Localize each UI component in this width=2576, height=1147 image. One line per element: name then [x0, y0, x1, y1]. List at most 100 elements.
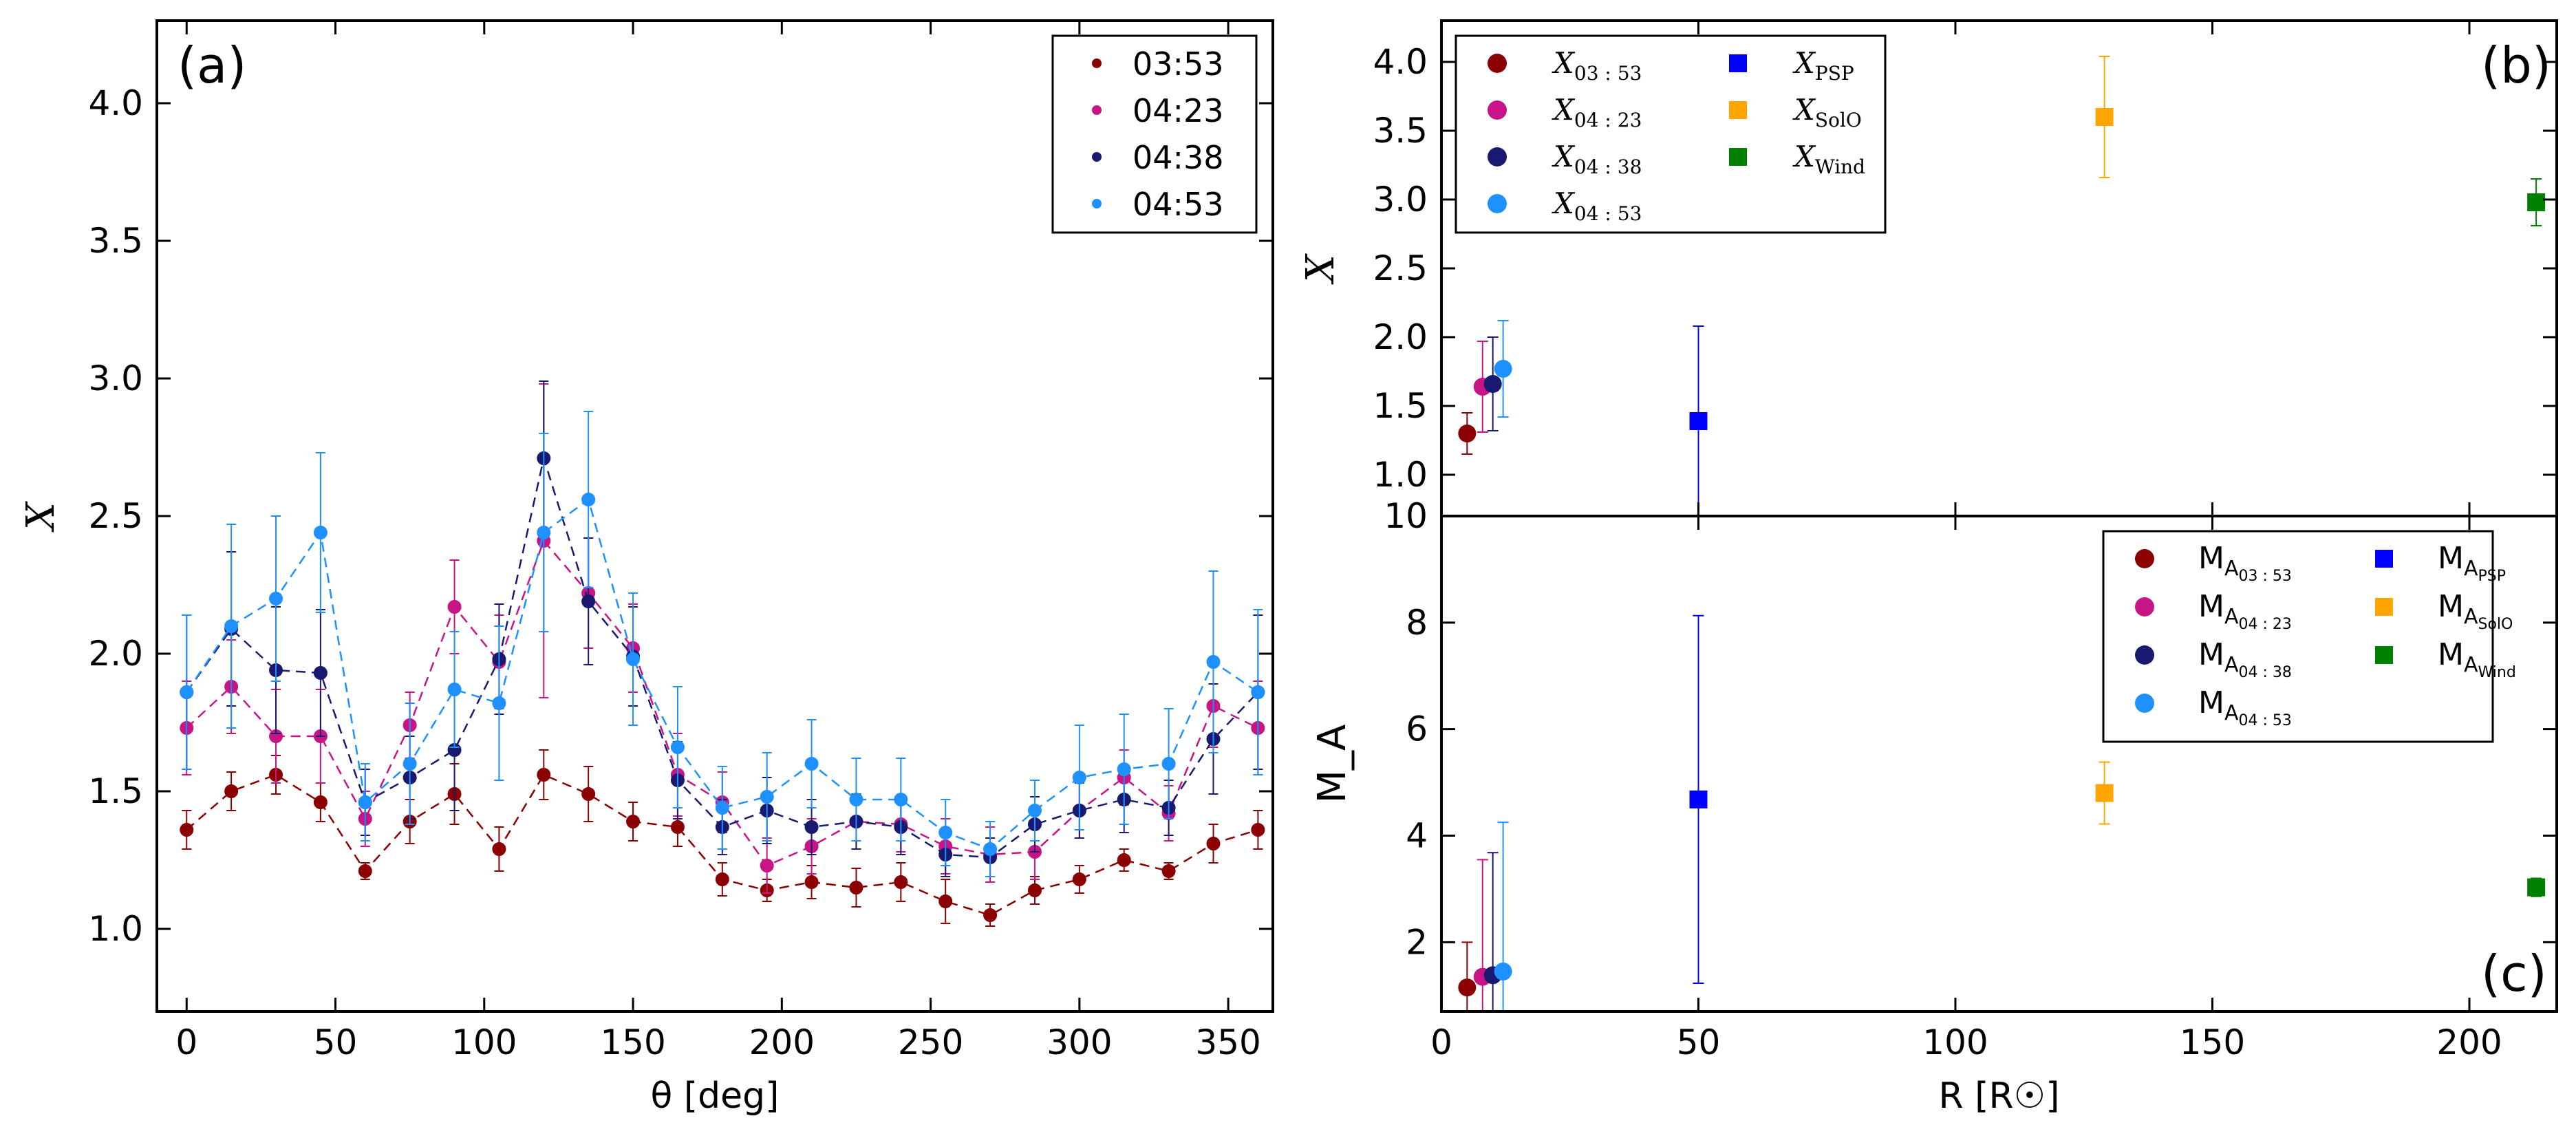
- legend-label-base: M: [2438, 589, 2464, 624]
- data-point: [224, 619, 239, 633]
- data-point: [1117, 853, 1131, 867]
- data-point: [938, 894, 953, 908]
- panel-a-ticks: 0 50 100 150 200 250 300 350 1.0 1.5 2.0 2.5 3.0 3.5 4…: [88, 21, 1273, 1062]
- data-point: [760, 790, 774, 804]
- legend-label: 03:53: [1133, 45, 1224, 83]
- legend-marker: [1488, 194, 1507, 213]
- y-tick-label: 3.5: [88, 221, 143, 261]
- legend-label: MAWind: [2438, 637, 2516, 681]
- legend: 03:53 04:23 04:38 04:53: [1051, 34, 1258, 234]
- data-point: [1206, 837, 1221, 850]
- data-point: [180, 685, 194, 699]
- legend-marker: [1092, 105, 1102, 115]
- y-tick-label: 2.5: [1373, 248, 1428, 288]
- data-point: [1483, 375, 1502, 393]
- data-point: [983, 908, 998, 922]
- legend-marker: [2135, 645, 2154, 665]
- data-point: [2095, 784, 2114, 802]
- series-0353: [180, 749, 1265, 927]
- data-point: [447, 683, 462, 696]
- x-tick-label: 300: [1046, 1022, 1112, 1062]
- x-tick-label: 200: [2436, 1022, 2502, 1062]
- legend-marker: [1729, 148, 1747, 166]
- data-point: [1689, 412, 1708, 430]
- legend-marker: [1488, 54, 1507, 73]
- legend-label-sub: Wind: [1815, 156, 1865, 178]
- legend-label: X04 : 53: [1552, 186, 1642, 225]
- legend-label-sub: A: [2464, 557, 2478, 581]
- legend-label-sub: A: [2224, 557, 2239, 581]
- data-point: [1072, 771, 1086, 784]
- legend-label-subsub: 04 : 53: [2239, 712, 2292, 729]
- y-tick-label: 4: [1406, 816, 1428, 856]
- x-axis-label: R [R☉]: [1939, 1075, 2060, 1117]
- data-point: [894, 793, 908, 806]
- legend-label: 04:23: [1133, 92, 1224, 129]
- series-X_Wind: [2527, 178, 2546, 226]
- panel-c-ticks: 0 50 100 150 200 2 4 6 8 10: [1384, 496, 2557, 1062]
- legend-label-sub: 03 : 53: [1574, 62, 1642, 85]
- legend-label-base: M: [2198, 589, 2224, 624]
- legend-marker: [1092, 199, 1102, 208]
- x-tick-label: 50: [1677, 1022, 1721, 1062]
- legend-label: X04 : 23: [1552, 93, 1642, 131]
- legend-label-sub: A: [2224, 605, 2239, 629]
- data-point: [1161, 757, 1176, 771]
- data-point: [715, 872, 729, 886]
- data-point: [626, 815, 641, 828]
- data-point: [581, 787, 596, 801]
- legend-label-base: X: [1552, 93, 1576, 127]
- series-X_0353: [1458, 412, 1477, 455]
- y-tick-label: 8: [1406, 603, 1428, 643]
- legend-label: MA04 : 23: [2198, 589, 2292, 633]
- panel-a: (a) θ [deg] X 03:53 04:23 04:38 04:53: [19, 34, 1265, 1117]
- legend-label-subsub: 04 : 23: [2239, 616, 2292, 633]
- series-M_A_0353: [1458, 941, 1477, 1012]
- legend-label-sub: SolO: [1815, 109, 1862, 131]
- legend-marker: [2375, 550, 2393, 568]
- x-tick-label: 150: [2180, 1022, 2245, 1062]
- y-tick-label: 3.5: [1373, 111, 1428, 151]
- data-point: [1027, 883, 1042, 897]
- data-point: [581, 594, 596, 608]
- data-point: [715, 801, 729, 815]
- data-point: [1458, 978, 1477, 997]
- data-point: [626, 652, 641, 666]
- panel-c-frame: [1440, 515, 2558, 1013]
- data-point: [313, 666, 328, 680]
- series-0453: [180, 411, 1265, 877]
- data-point: [358, 795, 372, 809]
- y-tick-label: 1.0: [1373, 455, 1428, 495]
- legend-marker: [2135, 549, 2154, 568]
- x-tick-label: 250: [898, 1022, 963, 1062]
- data-point: [180, 823, 194, 837]
- legend-label-sub: A: [2464, 605, 2478, 629]
- data-point: [1458, 425, 1477, 442]
- legend-label: MA04 : 53: [2198, 685, 2292, 729]
- panel-b-ticks: 1.0 1.5 2.0 2.5 3.0 3.5 4.0: [1373, 21, 2557, 516]
- series-M_A_PSP: [1689, 614, 1708, 984]
- legend-label-base: M: [2198, 637, 2224, 672]
- data-point: [537, 768, 551, 782]
- legend-label: X03 : 53: [1552, 46, 1642, 85]
- legend-label: X04 : 38: [1552, 140, 1642, 178]
- data-point: [2095, 108, 2114, 126]
- data-point: [224, 784, 239, 798]
- data-point: [537, 526, 551, 539]
- legend-marker: [2375, 598, 2393, 616]
- data-point: [804, 757, 819, 771]
- legend-label-base: X: [1792, 140, 1816, 173]
- data-point: [1494, 360, 1512, 378]
- data-point: [670, 820, 685, 834]
- x-tick-label: 50: [314, 1022, 358, 1062]
- legend-label: 04:53: [1133, 186, 1224, 223]
- y-tick-label: 2.0: [1373, 317, 1428, 357]
- data-point: [760, 859, 774, 872]
- legend-label: XWind: [1792, 140, 1865, 178]
- legend-marker: [1488, 100, 1507, 120]
- legend-label-base: X: [1552, 186, 1576, 220]
- data-point: [938, 826, 953, 839]
